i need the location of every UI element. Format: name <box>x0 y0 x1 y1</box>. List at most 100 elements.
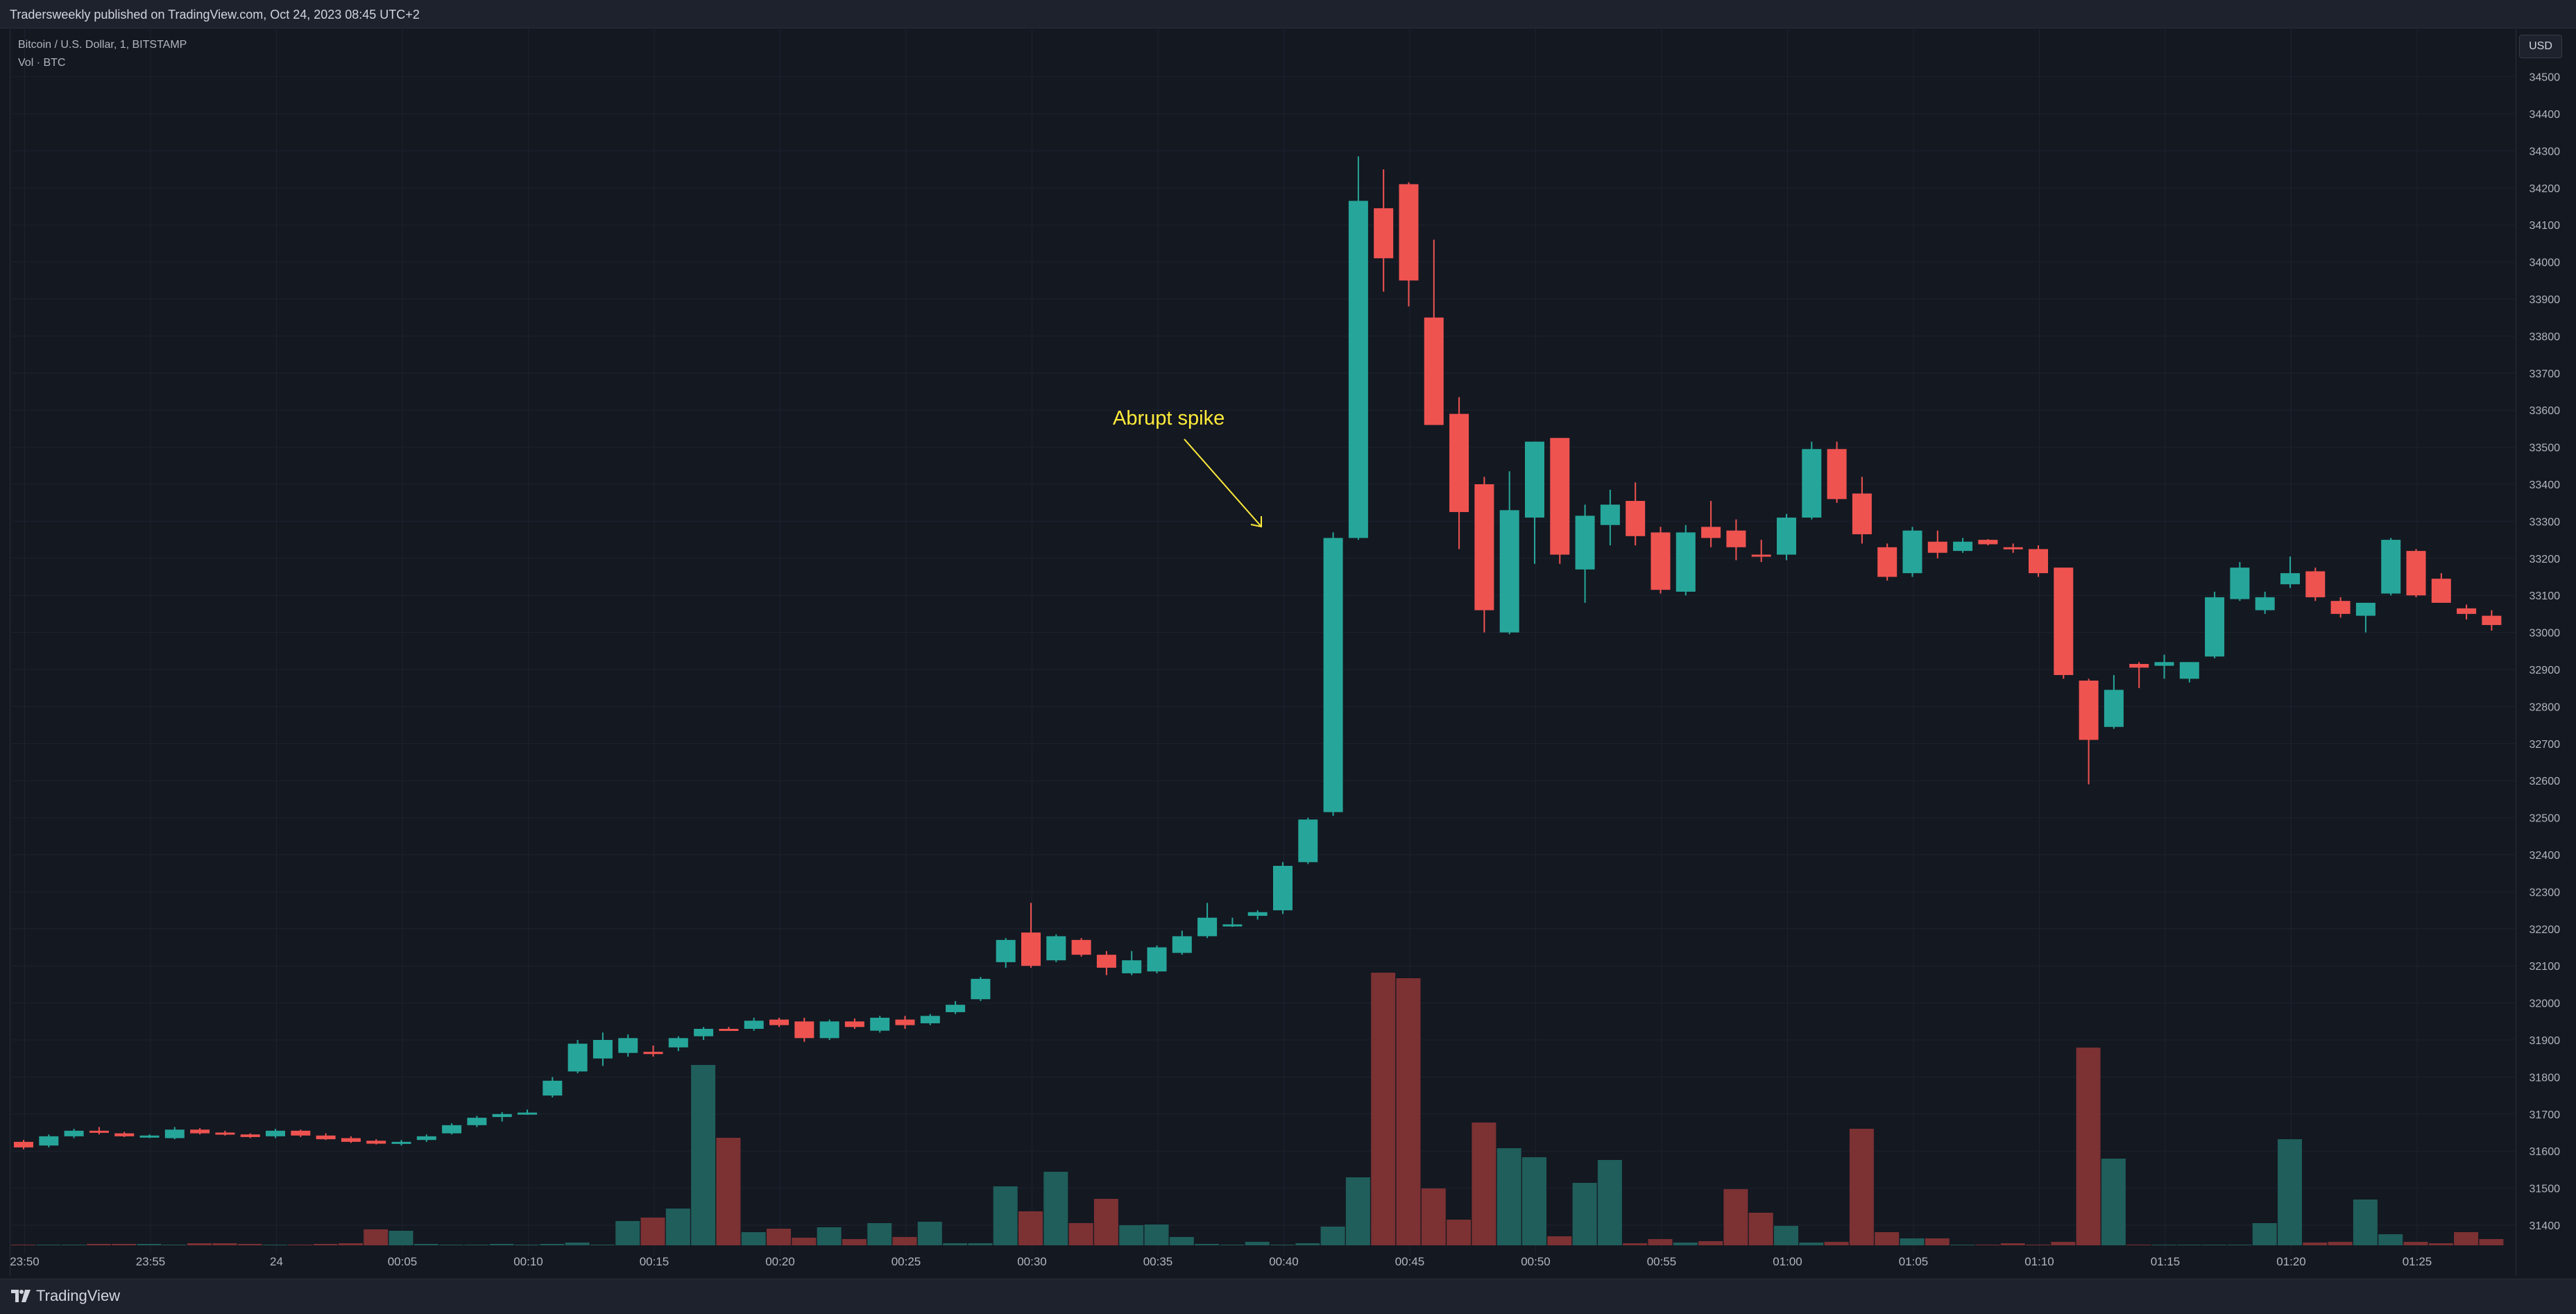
candle-body[interactable] <box>1903 531 1922 573</box>
candle-body[interactable] <box>1626 501 1645 536</box>
candle-body[interactable] <box>1248 912 1268 916</box>
candle-body[interactable] <box>2029 549 2048 573</box>
candle-body[interactable] <box>1148 948 1167 972</box>
candle-body[interactable] <box>1424 318 1444 425</box>
candle-body[interactable] <box>1525 442 1544 518</box>
candle-body[interactable] <box>2054 568 2073 675</box>
candle-body[interactable] <box>2457 608 2476 614</box>
candle-body[interactable] <box>1802 449 1821 518</box>
candle-body[interactable] <box>1046 936 1066 960</box>
candle-body[interactable] <box>65 1131 84 1136</box>
candle-body[interactable] <box>1852 493 1872 534</box>
candle-body[interactable] <box>114 1134 134 1136</box>
candle-body[interactable] <box>518 1113 537 1115</box>
candle-body[interactable] <box>744 1021 764 1029</box>
candle-body[interactable] <box>215 1133 234 1135</box>
candle-body[interactable] <box>1072 940 1091 955</box>
candle-body[interactable] <box>1827 449 1847 499</box>
annotation-text[interactable]: Abrupt spike <box>1113 407 1225 429</box>
candle-body[interactable] <box>266 1131 285 1136</box>
candle-body[interactable] <box>2331 601 2351 614</box>
candle-body[interactable] <box>896 1020 915 1025</box>
candle-body[interactable] <box>644 1052 663 1054</box>
candle-body[interactable] <box>1449 414 1469 513</box>
candle-body[interactable] <box>1576 515 1595 569</box>
volume-legend[interactable]: Vol · BTC <box>18 54 187 72</box>
candle-body[interactable] <box>291 1131 310 1136</box>
candle-body[interactable] <box>1953 542 1972 551</box>
candle-body[interactable] <box>2482 616 2501 625</box>
candle-body[interactable] <box>2230 568 2249 599</box>
candle-body[interactable] <box>316 1136 336 1139</box>
candle-body[interactable] <box>1097 955 1116 968</box>
candle-body[interactable] <box>1399 184 1419 280</box>
candle-body[interactable] <box>845 1021 864 1027</box>
candle-body[interactable] <box>2255 597 2275 611</box>
candle-body[interactable] <box>2129 664 2149 667</box>
candle-body[interactable] <box>1877 547 1897 577</box>
candle-body[interactable] <box>190 1129 210 1133</box>
candle-body[interactable] <box>89 1131 109 1133</box>
candle-body[interactable] <box>1676 532 1696 591</box>
candle-body[interactable] <box>39 1136 58 1145</box>
candle-body[interactable] <box>946 1005 965 1012</box>
candle-body[interactable] <box>1550 438 1569 554</box>
candle-body[interactable] <box>2205 597 2224 656</box>
candle-body[interactable] <box>1172 936 1192 953</box>
candle-body[interactable] <box>971 979 990 999</box>
candle-body[interactable] <box>568 1043 588 1071</box>
candle-body[interactable] <box>1752 554 1771 556</box>
candle-body[interactable] <box>820 1021 839 1038</box>
candle-body[interactable] <box>593 1040 613 1059</box>
candle-body[interactable] <box>543 1081 562 1095</box>
candle-body[interactable] <box>2356 603 2375 616</box>
candle-body[interactable] <box>1978 540 1997 544</box>
candle-body[interactable] <box>165 1129 185 1138</box>
candle-body[interactable] <box>1222 924 1242 926</box>
candle-body[interactable] <box>1651 532 1671 590</box>
candle-body[interactable] <box>1500 510 1519 632</box>
candle-body[interactable] <box>241 1134 260 1137</box>
candle-body[interactable] <box>769 1020 789 1025</box>
candle-body[interactable] <box>2280 573 2300 584</box>
candle-body[interactable] <box>2407 551 2426 595</box>
candle-body[interactable] <box>493 1114 512 1117</box>
symbol-legend[interactable]: Bitcoin / U.S. Dollar, 1, BITSTAMP <box>18 36 187 54</box>
tradingview-brand[interactable]: TradingView <box>11 1287 120 1305</box>
candle-body[interactable] <box>1298 819 1317 862</box>
candle-body[interactable] <box>2381 540 2400 593</box>
candle-body[interactable] <box>1349 200 1368 538</box>
candle-body[interactable] <box>14 1142 33 1147</box>
candle-body[interactable] <box>996 940 1016 962</box>
candle-body[interactable] <box>870 1018 889 1031</box>
candle-body[interactable] <box>1928 542 1947 553</box>
candle-body[interactable] <box>1122 960 1141 973</box>
candle-body[interactable] <box>694 1029 713 1036</box>
candle-body[interactable] <box>1701 527 1721 538</box>
candle-body[interactable] <box>1273 866 1293 910</box>
candle-body[interactable] <box>2004 547 2023 549</box>
candle-body[interactable] <box>140 1136 160 1138</box>
candle-body[interactable] <box>669 1038 688 1047</box>
candle-body[interactable] <box>1726 531 1746 547</box>
candle-body[interactable] <box>2432 579 2451 603</box>
candle-body[interactable] <box>1601 504 1620 524</box>
candle-body[interactable] <box>1777 518 1796 554</box>
candle-body[interactable] <box>1324 538 1343 812</box>
candle-body[interactable] <box>618 1038 638 1052</box>
candle-body[interactable] <box>1374 208 1393 258</box>
annotation-arrow[interactable] <box>1184 439 1261 527</box>
candle-body[interactable] <box>467 1118 486 1125</box>
currency-button[interactable]: USD <box>2519 35 2562 58</box>
candle-body[interactable] <box>1021 932 1041 966</box>
candle-body[interactable] <box>1197 918 1217 937</box>
candle-body[interactable] <box>1474 484 1494 611</box>
candle-body[interactable] <box>417 1136 436 1140</box>
candle-body[interactable] <box>2180 662 2199 679</box>
candle-body[interactable] <box>2104 690 2124 726</box>
candle-body[interactable] <box>2155 662 2174 665</box>
candle-body[interactable] <box>719 1029 738 1031</box>
candle-body[interactable] <box>2305 571 2325 597</box>
candle-body[interactable] <box>341 1138 361 1142</box>
